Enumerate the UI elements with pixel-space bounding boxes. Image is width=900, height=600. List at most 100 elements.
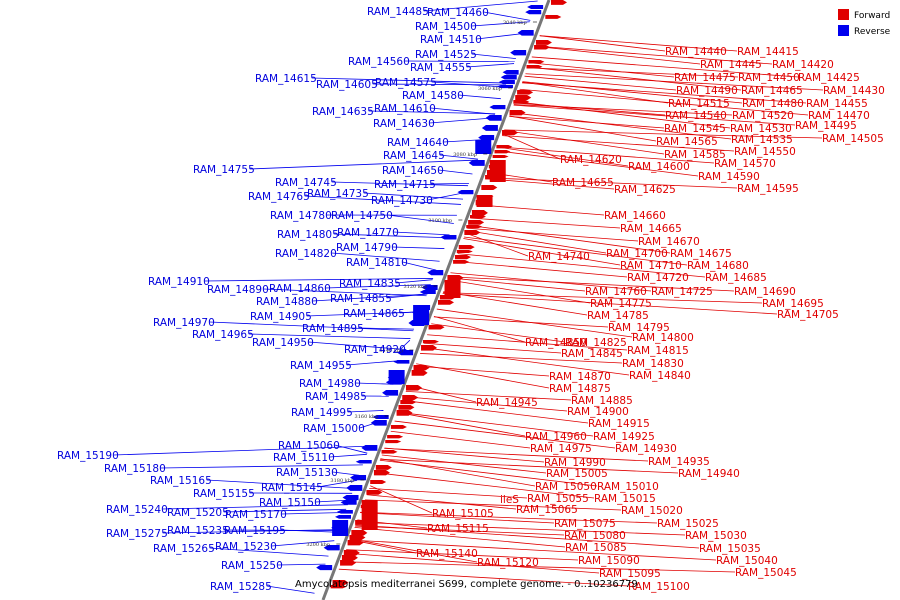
reverse-gene-label: RAM_15265 <box>153 543 215 555</box>
reverse-gene-label: RAM_15285 <box>210 581 272 593</box>
leader-line <box>427 334 628 351</box>
forward-gene-arrow <box>470 215 487 219</box>
reverse-gene-label: RAM_14790 <box>336 242 398 254</box>
leader-line <box>334 444 368 454</box>
leader-line <box>325 284 431 289</box>
forward-gene-arrow <box>517 90 534 95</box>
forward-gene-label: RAM_14800 <box>632 332 694 344</box>
reverse-gene-label: RAM_14950 <box>252 337 314 349</box>
leader-line <box>514 101 731 129</box>
forward-gene-arrow <box>509 110 526 116</box>
reverse-gene-label: RAM_14500 <box>415 21 477 33</box>
forward-gene-label: RAM_14740 <box>528 251 590 263</box>
forward-gene-label: RAM_15120 <box>477 557 539 569</box>
leader-line <box>519 88 809 116</box>
leader-line <box>497 146 629 167</box>
forward-gene-label: RAM_14940 <box>678 468 740 480</box>
forward-gene-arrow <box>343 550 360 556</box>
forward-gene-arrow <box>428 325 445 330</box>
forward-gene-label: RAM_14675 <box>670 248 732 260</box>
forward-gene-label: RAM_14540 <box>665 110 727 122</box>
tick-label: 3160 kbp <box>355 414 379 420</box>
leader-line <box>349 539 717 561</box>
forward-gene-label: RAM_14685 <box>705 272 767 284</box>
forward-gene-label: RAM_14535 <box>731 134 793 146</box>
reverse-gene-arrow <box>500 75 517 80</box>
forward-gene-label: RAM_14670 <box>638 236 700 248</box>
reverse-gene-arrow <box>481 125 498 131</box>
leader-line <box>513 104 733 116</box>
leader-line <box>504 129 823 139</box>
leader-line <box>539 35 666 52</box>
forward-gene-label: RAM_14445 <box>700 59 762 71</box>
leader-line <box>384 447 545 463</box>
reverse-gene-label: RAM_15130 <box>276 467 338 479</box>
tick-label: 3200 kbp <box>306 542 330 548</box>
forward-gene-label: RAM_14825 <box>565 337 627 349</box>
forward-gene-label: RAM_15100 <box>628 581 690 593</box>
leader-line <box>304 195 462 205</box>
leader-line <box>355 524 700 549</box>
genome-backbone <box>321 0 551 600</box>
forward-gene-label: RAM_14875 <box>549 383 611 395</box>
leader-line <box>344 552 600 574</box>
forward-gene-label: RAM_15115 <box>427 523 489 535</box>
forward-gene-arrow <box>454 255 471 260</box>
leader-line <box>331 252 440 262</box>
forward-gene-label: RAM_14700 <box>606 248 668 260</box>
forward-gene-label: RAM_14565 <box>656 136 718 148</box>
reverse-gene-label: RAM_15145 <box>261 482 323 494</box>
leader-line <box>360 512 555 524</box>
reverse-gene-label: RAM_14910 <box>148 276 210 288</box>
forward-gene-label: RAM_14660 <box>604 210 666 222</box>
reverse-gene-block <box>388 370 405 384</box>
reverse-gene-label: RAM_14995 <box>291 407 353 419</box>
reverse-gene-label: RAM_14715 <box>374 179 436 191</box>
forward-gene-label: RAM_14620 <box>560 154 622 166</box>
leader-line <box>277 563 326 566</box>
forward-gene-arrow <box>456 250 473 254</box>
leader-line <box>529 62 675 78</box>
reverse-gene-block <box>475 140 492 154</box>
leader-line <box>448 277 586 292</box>
tick-label: 3080 kbp <box>453 152 477 158</box>
leader-line <box>249 159 478 170</box>
forward-gene-label: RAM_14415 <box>737 46 799 58</box>
leader-line <box>392 246 445 249</box>
forward-gene-arrow <box>471 210 488 216</box>
leader-line <box>162 504 348 510</box>
forward-gene-label: RAM_14695 <box>762 298 824 310</box>
reverse-gene-label: RAM_14860 <box>269 283 331 295</box>
leader-line <box>317 479 358 488</box>
reverse-gene-label: RAM_14970 <box>153 317 215 329</box>
reverse-gene-label: RAM_14640 <box>387 137 449 149</box>
leader-line <box>539 35 738 52</box>
leader-line <box>332 471 360 476</box>
reverse-gene-arrow <box>527 5 544 10</box>
legend-forward-swatch <box>838 9 849 20</box>
gene-label-iles: ileS <box>500 494 519 506</box>
forward-gene-arrow <box>330 585 347 589</box>
forward-gene-arrow <box>422 340 439 344</box>
reverse-gene-label: RAM_14755 <box>193 164 255 176</box>
leader-line <box>466 63 515 68</box>
forward-gene-label: RAM_14495 <box>795 120 857 132</box>
reverse-gene-label: RAM_14645 <box>383 150 445 162</box>
reverse-gene-label: RAM_15155 <box>193 488 255 500</box>
reverse-gene-arrow <box>510 50 527 56</box>
tick-label: 3120 kbp <box>404 284 428 290</box>
reverse-gene-arrow <box>397 350 414 356</box>
leader-line <box>471 21 530 27</box>
reverse-gene-arrow <box>370 420 387 426</box>
reverse-gene-label: RAM_15230 <box>215 541 277 553</box>
leader-line <box>420 353 623 364</box>
forward-gene-label: RAM_14600 <box>628 161 690 173</box>
leader-line <box>427 192 466 201</box>
forward-gene-block <box>361 500 378 530</box>
leader-line <box>308 341 407 350</box>
reverse-gene-label: RAM_14810 <box>346 257 408 269</box>
reverse-gene-label: RAM_14580 <box>402 90 464 102</box>
forward-gene-label: RAM_14420 <box>772 59 834 71</box>
forward-gene-label: RAM_15030 <box>685 530 747 542</box>
leader-line <box>341 561 736 573</box>
